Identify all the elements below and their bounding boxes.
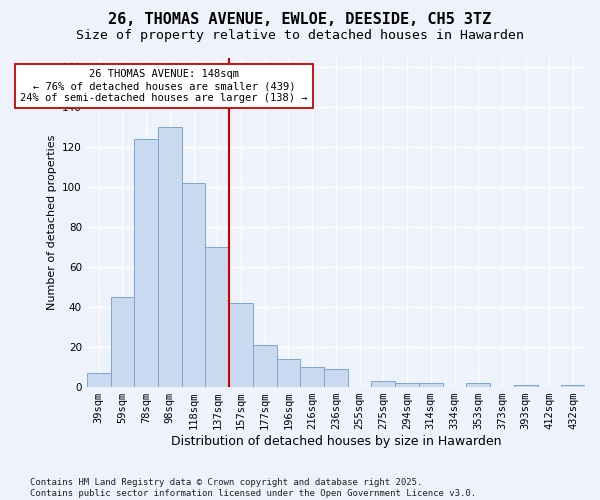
Bar xyxy=(253,344,277,387)
Bar xyxy=(561,384,585,386)
Bar xyxy=(182,183,205,386)
Bar xyxy=(134,140,158,386)
Bar xyxy=(87,372,110,386)
Y-axis label: Number of detached properties: Number of detached properties xyxy=(47,134,56,310)
Bar xyxy=(277,358,301,386)
Bar xyxy=(301,366,324,386)
Bar xyxy=(419,382,443,386)
Bar xyxy=(324,368,348,386)
Bar xyxy=(158,128,182,386)
Text: Size of property relative to detached houses in Hawarden: Size of property relative to detached ho… xyxy=(76,29,524,42)
Bar xyxy=(229,303,253,386)
Bar xyxy=(205,247,229,386)
Bar xyxy=(371,380,395,386)
Text: 26, THOMAS AVENUE, EWLOE, DEESIDE, CH5 3TZ: 26, THOMAS AVENUE, EWLOE, DEESIDE, CH5 3… xyxy=(109,12,491,28)
X-axis label: Distribution of detached houses by size in Hawarden: Distribution of detached houses by size … xyxy=(170,434,501,448)
Bar xyxy=(466,382,490,386)
Bar xyxy=(110,297,134,386)
Bar xyxy=(514,384,538,386)
Text: Contains HM Land Registry data © Crown copyright and database right 2025.
Contai: Contains HM Land Registry data © Crown c… xyxy=(30,478,476,498)
Text: 26 THOMAS AVENUE: 148sqm
← 76% of detached houses are smaller (439)
24% of semi-: 26 THOMAS AVENUE: 148sqm ← 76% of detach… xyxy=(20,70,308,102)
Bar xyxy=(395,382,419,386)
